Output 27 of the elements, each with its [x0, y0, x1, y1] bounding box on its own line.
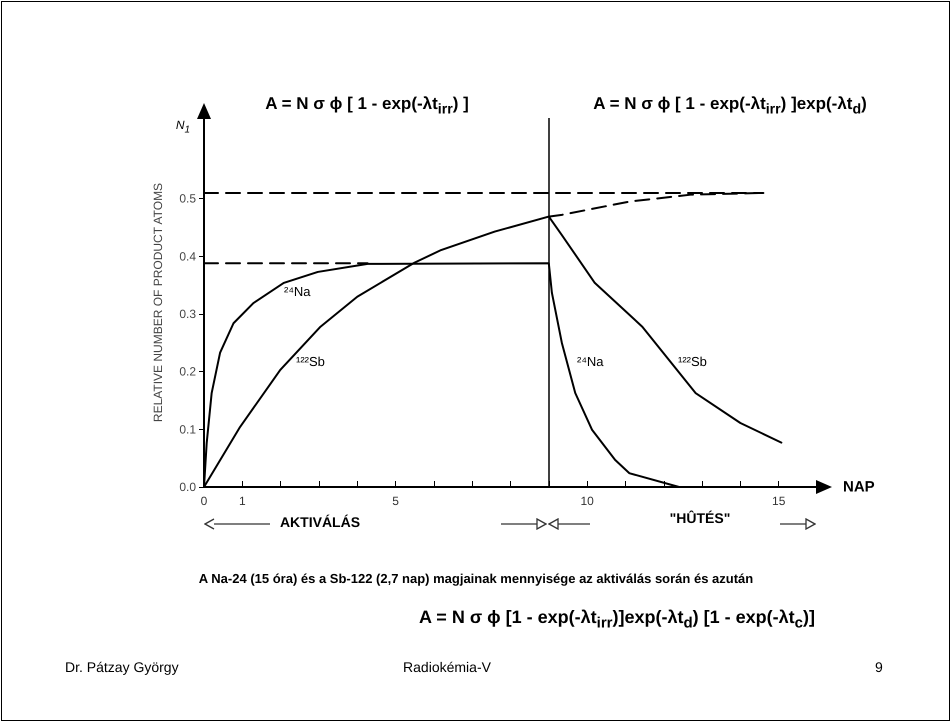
annotation: ²⁴Na	[284, 284, 311, 299]
text: A Na-24 (15 óra) és a Sb-122 (2,7 nap) magjainak mennyisége az aktiválás során és azután	[198, 571, 754, 586]
text: N$_{1}$	[176, 118, 190, 136]
text: A = N σ ϕ [ 1 - exp(-λt$_{irr}$) ]exp(-λt$_{d}$)	[593, 94, 867, 118]
text: AKTIVÁLÁS	[280, 514, 360, 530]
text: 9	[875, 659, 883, 675]
x-tick-label: 10	[580, 494, 594, 508]
x-tick-label: 15	[772, 494, 786, 508]
text: A = N σ ϕ [ 1 - exp(-λt$_{irr}$) ]	[265, 94, 469, 118]
y-axis-title: RELATIVE NUMBER OF PRODUCT ATOMS	[151, 182, 165, 422]
y-tick-label: 0.1	[179, 422, 196, 436]
text: A = N σ ϕ [1 - exp(-λt$_{irr}$)]exp(-λt$_{d}$) [1 - exp(-λt$_{c}$)]	[418, 607, 816, 632]
y-tick-label: 0.2	[179, 364, 196, 379]
text: Dr. Pátzay György	[65, 659, 179, 675]
annotation: ¹²²Sb	[678, 354, 707, 369]
x-tick-label: 1	[238, 494, 246, 508]
y-tick-label: 0.0	[179, 480, 196, 494]
y-tick-label: 0.3	[179, 307, 196, 322]
text: Radiokémia-V	[403, 659, 491, 675]
annotation: ¹²²Sb	[296, 354, 325, 369]
y-tick-label: 0.4	[179, 249, 196, 264]
x-tick-label: 0	[200, 494, 208, 508]
text: "HÛTÉS"	[670, 510, 730, 526]
x-tick-label: 5	[392, 494, 400, 508]
x-axis-title: NAP	[843, 478, 875, 496]
y-tick-label: 0.5	[179, 192, 196, 206]
annotation: ²⁴Na	[577, 354, 604, 369]
